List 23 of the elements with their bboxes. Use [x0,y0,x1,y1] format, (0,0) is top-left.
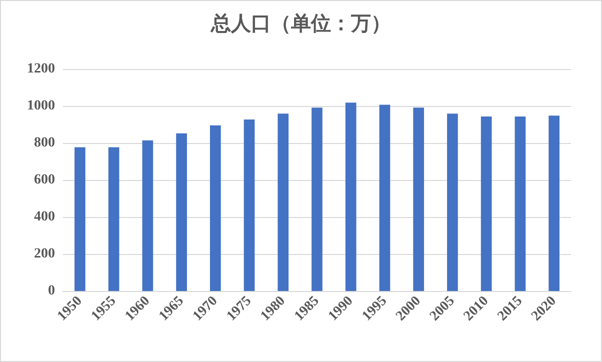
bar [345,102,356,291]
y-tick-label: 800 [34,136,55,150]
bar [210,125,221,291]
bar [108,147,120,291]
bar [514,116,526,291]
bar [548,116,560,291]
bar [480,116,492,291]
bar [312,108,322,291]
y-tick-label: 200 [34,246,55,262]
bar [278,114,289,291]
bar [379,104,390,291]
bar [74,147,86,291]
bar [413,108,424,291]
bar [142,140,154,291]
bar [176,133,187,291]
y-tick-label: 0 [48,284,55,298]
y-tick-label: 1000 [27,98,55,114]
chart-title: 总人口（单位：万） [210,12,391,35]
y-tick-label: 400 [34,210,55,224]
bar [447,114,458,291]
bar [244,120,255,291]
y-tick-label: 1200 [27,62,55,76]
y-tick-label: 600 [34,172,55,188]
